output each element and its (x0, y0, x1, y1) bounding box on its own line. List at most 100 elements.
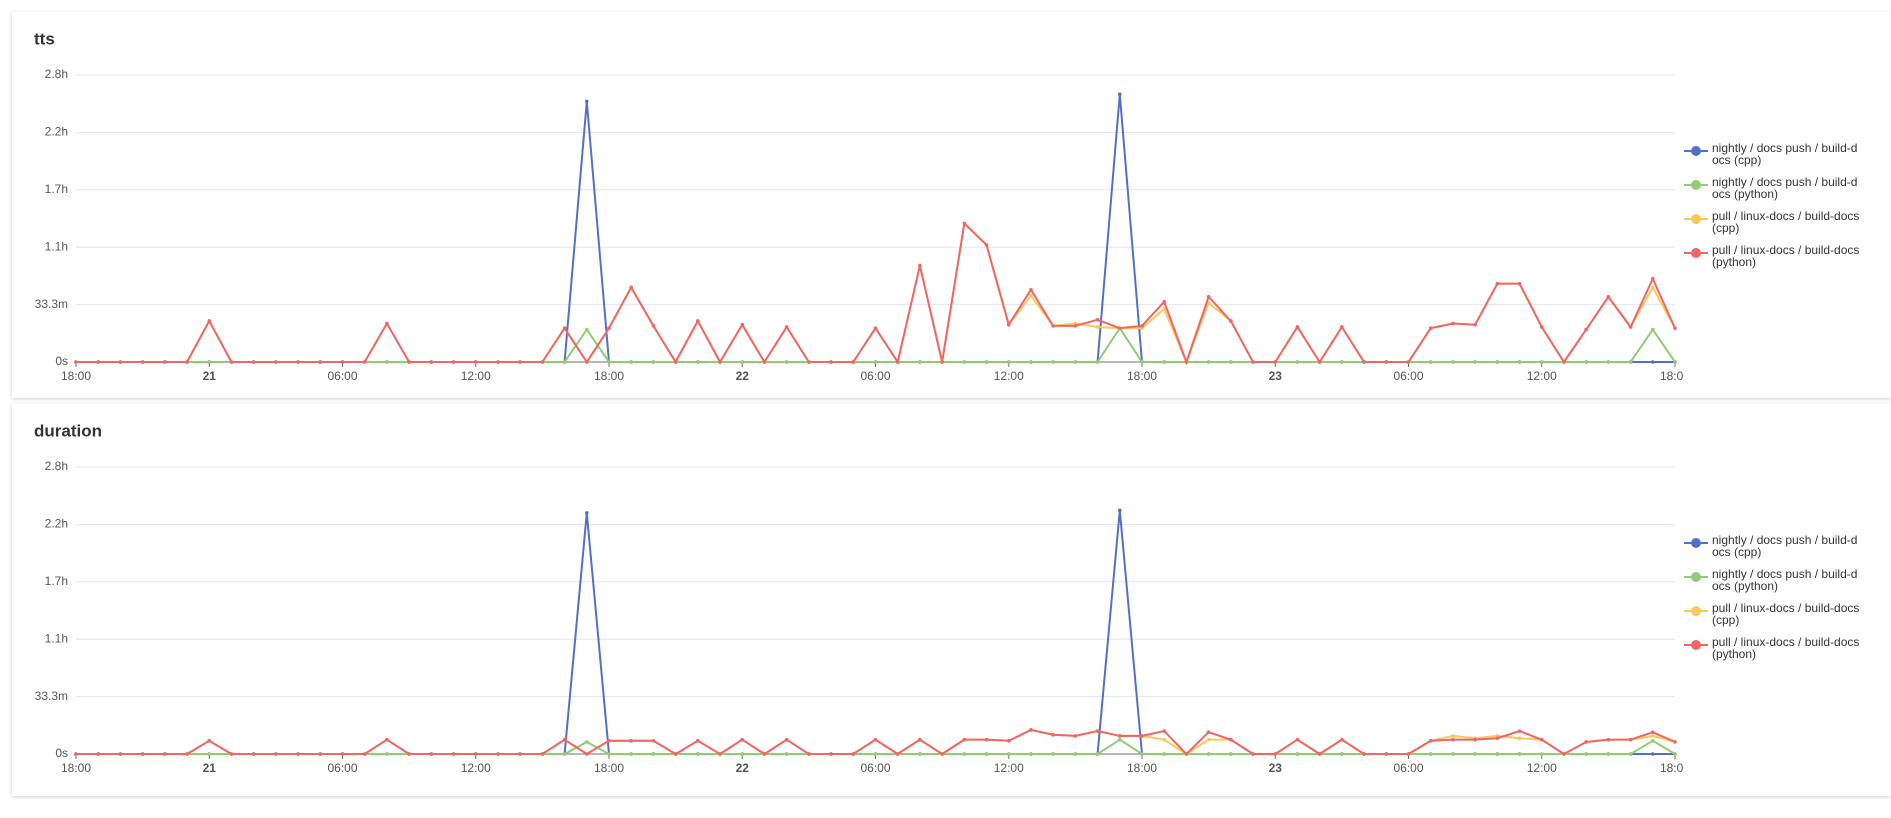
data-point (1628, 737, 1633, 742)
data-point (629, 360, 634, 364)
data-point (762, 360, 767, 364)
legend-item: pull / linux-docs / build-docs (python) (1684, 244, 1884, 278)
data-point (1162, 737, 1167, 742)
data-point (1584, 752, 1588, 756)
data-point (296, 360, 300, 364)
data-point (584, 99, 589, 104)
y-tick-label: 0s (55, 746, 68, 760)
data-point (318, 752, 323, 756)
data-point (1539, 752, 1544, 756)
data-point (340, 752, 345, 756)
data-point (651, 360, 656, 364)
legend-icon (1684, 572, 1708, 582)
x-tick-label: 12:00 (461, 761, 491, 775)
data-point (784, 752, 789, 756)
data-point (518, 360, 522, 364)
data-point (1273, 360, 1278, 364)
data-point (1606, 360, 1611, 364)
data-point (1650, 752, 1655, 756)
data-point (1473, 360, 1477, 364)
data-point (296, 752, 300, 756)
data-point (1117, 92, 1122, 97)
data-point (207, 738, 212, 743)
legend-label: pull / linux-docs / build-docs (cpp) (1712, 209, 1860, 235)
legend-marker (1691, 538, 1701, 548)
y-tick-label: 33.3m (35, 689, 68, 703)
data-point (918, 263, 922, 268)
data-point (940, 752, 944, 756)
data-point (829, 752, 833, 756)
legend-item: pull / linux-docs / build-docs (cpp) (1684, 602, 1884, 636)
data-point (1384, 752, 1389, 756)
series-line (76, 326, 1676, 363)
legend-icon (1684, 538, 1708, 548)
x-tick-label: 22 (736, 761, 750, 775)
data-point (1162, 360, 1167, 364)
data-point (362, 360, 367, 364)
data-point (74, 360, 78, 364)
data-point (96, 360, 101, 364)
data-point (1451, 734, 1455, 738)
data-point (1517, 729, 1522, 733)
legend-marker (1691, 572, 1701, 582)
data-point (496, 752, 500, 756)
data-point (1650, 738, 1655, 743)
data-point (562, 360, 567, 364)
chart-card: tts 0s 33.3m 1.1h 1.7h 2.2h 2.8h 18:00 21 06:00 1… (12, 12, 1891, 398)
data-point (1451, 752, 1455, 756)
data-point (984, 360, 989, 364)
data-point (74, 752, 78, 756)
data-point (1162, 307, 1167, 311)
data-point (1051, 324, 1055, 328)
x-tick-label: 06:00 (860, 369, 890, 383)
data-point (584, 511, 589, 515)
data-point (1295, 360, 1300, 364)
data-point (473, 360, 478, 364)
data-point (1428, 360, 1433, 364)
x-tick-label: 23 (1269, 761, 1283, 775)
series-line (76, 221, 1676, 365)
data-point (651, 752, 656, 756)
legend-marker (1691, 146, 1701, 156)
chart: duration 0s 33.3m 1.1h 1.7h 2.2h 2.8h 18:00 21 0… (34, 421, 1684, 775)
data-point (1606, 295, 1611, 299)
data-point (1295, 737, 1300, 742)
data-point (163, 752, 167, 756)
series-line (76, 510, 1675, 755)
data-point (562, 737, 567, 742)
data-point (1140, 324, 1144, 328)
data-point (673, 360, 678, 364)
x-tick-label: 12:00 (1527, 369, 1557, 383)
data-point (1317, 360, 1322, 364)
data-point (1229, 319, 1233, 323)
data-point (1517, 281, 1522, 286)
data-point (340, 360, 345, 364)
data-point (1673, 740, 1677, 744)
data-point (1451, 737, 1455, 742)
data-point (562, 326, 567, 330)
x-tick-label: 12:00 (461, 369, 491, 383)
data-point (607, 752, 611, 756)
legend-marker (1691, 248, 1701, 258)
legend-item: nightly / docs push / build-docs (python… (1684, 176, 1884, 210)
data-point (1095, 325, 1100, 329)
data-point (1184, 360, 1189, 364)
data-point (1340, 360, 1344, 364)
data-point (96, 752, 101, 756)
series-line (76, 738, 1676, 755)
x-tick-label: 22 (736, 369, 750, 383)
data-point (1340, 737, 1344, 742)
chart-card: duration 0s 33.3m 1.1h 1.7h 2.2h 2.8h 18:00 21 0… (12, 404, 1891, 796)
legend-icon (1684, 248, 1708, 258)
data-point (918, 737, 922, 742)
data-point (984, 737, 989, 742)
data-point (1317, 752, 1322, 756)
data-point (1517, 736, 1522, 741)
data-point (1428, 752, 1433, 756)
data-point (118, 752, 123, 756)
data-point (140, 360, 145, 364)
data-point (740, 737, 745, 742)
legend-label: pull / linux-docs / build-docs (python) (1712, 243, 1860, 269)
data-point (918, 360, 922, 364)
data-point (274, 752, 278, 756)
